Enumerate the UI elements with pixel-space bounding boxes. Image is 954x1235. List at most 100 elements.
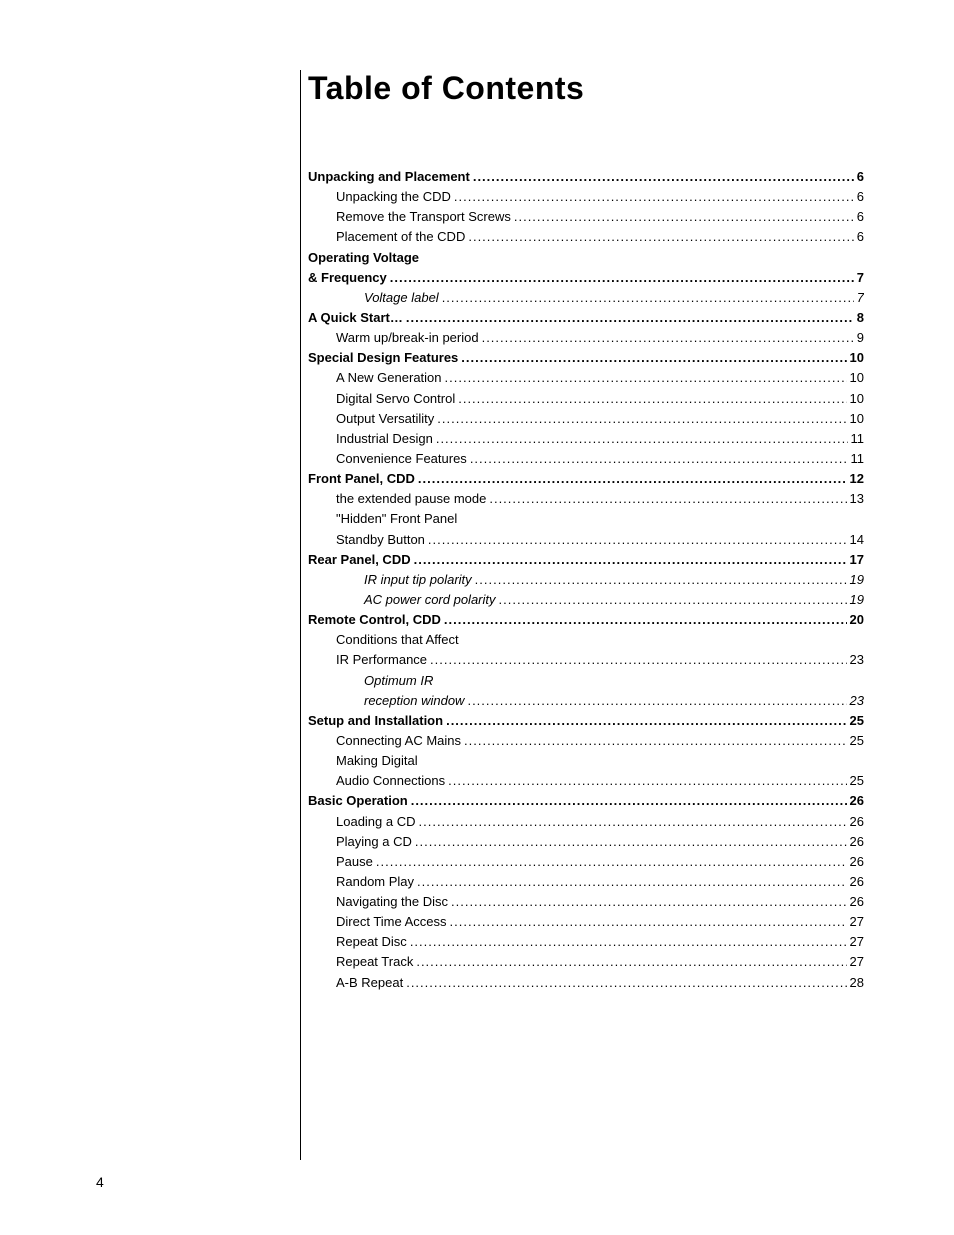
toc-leader	[451, 892, 847, 912]
toc-page: 10	[850, 389, 864, 409]
toc-leader	[475, 570, 847, 590]
toc-label: Remote Control, CDD	[308, 610, 441, 630]
toc-page: 26	[850, 832, 864, 852]
toc-label: IR Performance	[336, 650, 427, 670]
toc-label: Playing a CD	[336, 832, 412, 852]
toc-label: Unpacking the CDD	[336, 187, 451, 207]
page-number: 4	[96, 1174, 104, 1190]
toc-leader	[390, 268, 854, 288]
toc-page: 19	[850, 590, 864, 610]
toc-page: 27	[850, 952, 864, 972]
toc-leader	[419, 812, 847, 832]
toc-page: 20	[850, 610, 864, 630]
toc-page: 26	[850, 812, 864, 832]
toc-label: IR input tip polarity	[364, 570, 472, 590]
toc-entry: Rear Panel, CDD17	[308, 550, 864, 570]
toc-entry: A Quick Start…8	[308, 308, 864, 328]
toc-leader	[417, 872, 846, 892]
toc-leader	[514, 207, 854, 227]
toc-page: 25	[850, 771, 864, 791]
toc-page: 17	[850, 550, 864, 570]
toc-label: Unpacking and Placement	[308, 167, 470, 187]
toc-leader	[448, 771, 846, 791]
toc-page: 26	[850, 892, 864, 912]
toc-leader	[428, 530, 847, 550]
toc-leader	[406, 308, 854, 328]
toc-label: Operating Voltage	[308, 248, 419, 268]
toc-label: Front Panel, CDD	[308, 469, 415, 489]
toc-page: 27	[850, 932, 864, 952]
toc-label: Industrial Design	[336, 429, 433, 449]
toc-page: 6	[857, 167, 864, 187]
toc-label: Pause	[336, 852, 373, 872]
toc-leader	[410, 932, 847, 952]
toc-entry: A New Generation 10	[308, 368, 864, 388]
toc-entry: Direct Time Access 27	[308, 912, 864, 932]
toc-label: Digital Servo Control	[336, 389, 455, 409]
toc-entry: & Frequency 7	[308, 268, 864, 288]
toc-page: 26	[850, 872, 864, 892]
toc-label: Output Versatility	[336, 409, 434, 429]
toc-label: Repeat Track	[336, 952, 413, 972]
toc-entry: Convenience Features11	[308, 449, 864, 469]
toc-leader	[473, 167, 854, 187]
toc-leader	[376, 852, 847, 872]
toc-entry: Repeat Disc 27	[308, 932, 864, 952]
toc-entry: Loading a CD26	[308, 812, 864, 832]
toc-leader	[467, 691, 846, 711]
toc-label: "Hidden" Front Panel	[336, 509, 457, 529]
toc-label: Direct Time Access	[336, 912, 447, 932]
toc-entry: Basic Operation26	[308, 791, 864, 811]
toc-label: & Frequency	[308, 268, 387, 288]
toc-label: A-B Repeat	[336, 973, 403, 993]
toc-leader	[450, 912, 847, 932]
toc-page: 7	[857, 268, 864, 288]
toc-entry: the extended pause mode13	[308, 489, 864, 509]
toc-label: A New Generation	[336, 368, 442, 388]
toc-entry: A-B Repeat28	[308, 973, 864, 993]
toc-entry: Placement of the CDD 6	[308, 227, 864, 247]
toc-page: 14	[850, 530, 864, 550]
toc-entry: Playing a CD 26	[308, 832, 864, 852]
toc-label: Warm up/break-in period	[336, 328, 479, 348]
toc-entry: Remote Control, CDD 20	[308, 610, 864, 630]
toc-entry: Front Panel, CDD 12	[308, 469, 864, 489]
toc-entry: Voltage label 7	[308, 288, 864, 308]
toc-leader	[499, 590, 847, 610]
toc-label: Repeat Disc	[336, 932, 407, 952]
toc-page: 6	[857, 227, 864, 247]
toc-entry: Conditions that Affect	[308, 630, 864, 650]
toc-label: Placement of the CDD	[336, 227, 465, 247]
toc-page: 7	[857, 288, 864, 308]
toc-label: Voltage label	[364, 288, 439, 308]
toc-leader	[468, 227, 853, 247]
toc-entry: IR Performance 23	[308, 650, 864, 670]
toc-entry: Standby Button14	[308, 530, 864, 550]
toc-page: 12	[850, 469, 864, 489]
toc-page: 8	[857, 308, 864, 328]
toc-page: 23	[850, 650, 864, 670]
toc-leader	[406, 973, 846, 993]
toc-leader	[415, 832, 847, 852]
toc-entry: Warm up/break-in period9	[308, 328, 864, 348]
toc-page: 10	[850, 368, 864, 388]
toc-entry: reception window23	[308, 691, 864, 711]
toc-page: 6	[857, 187, 864, 207]
toc-page: 27	[850, 912, 864, 932]
toc-page: 23	[850, 691, 864, 711]
toc-leader	[458, 389, 846, 409]
toc-label: Basic Operation	[308, 791, 408, 811]
toc-entry: AC power cord polarity19	[308, 590, 864, 610]
toc-label: Convenience Features	[336, 449, 467, 469]
toc-entry: IR input tip polarity 19	[308, 570, 864, 590]
toc-leader	[442, 288, 854, 308]
toc-leader	[461, 348, 846, 368]
toc-page: 19	[850, 570, 864, 590]
toc-label: Remove the Transport Screws	[336, 207, 511, 227]
toc-leader	[414, 550, 847, 570]
toc-leader	[454, 187, 854, 207]
toc-entry: Digital Servo Control 10	[308, 389, 864, 409]
document-page: Table of Contents Unpacking and Placemen…	[0, 0, 954, 1235]
toc-entry: Audio Connections25	[308, 771, 864, 791]
toc-entry: "Hidden" Front Panel	[308, 509, 864, 529]
